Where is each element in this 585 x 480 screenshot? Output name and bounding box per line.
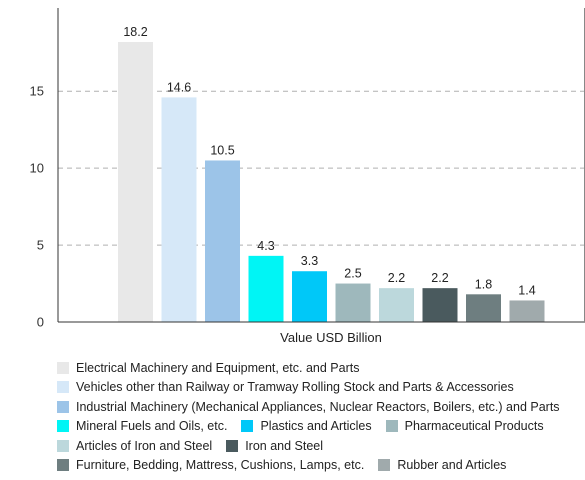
legend-label: Vehicles other than Railway or Tramway R… (76, 380, 514, 395)
legend-label: Plastics and Articles (260, 419, 372, 434)
legend-swatch (57, 400, 69, 413)
bar[interactable] (292, 271, 327, 322)
legend-swatch (57, 420, 69, 433)
bar[interactable] (161, 97, 197, 322)
legend-label: Mineral Fuels and Oils, etc. (76, 419, 228, 434)
legend: Electrical Machinery and Equipment, etc.… (57, 358, 577, 475)
legend-row: Vehicles other than Railway or Tramway R… (57, 378, 577, 398)
data-label: 1.8 (475, 277, 492, 291)
grid-layer (58, 90, 585, 246)
data-label: 2.2 (388, 271, 405, 285)
y-tick-label: 10 (30, 161, 44, 176)
legend-row: Articles of Iron and Steel Iron and Steel (57, 436, 577, 456)
legend-swatch (378, 459, 391, 472)
bar-layer (118, 42, 545, 322)
legend-item[interactable]: Mineral Fuels and Oils, etc. (57, 419, 227, 433)
legend-item[interactable]: Rubber and Articles (378, 458, 506, 472)
bar[interactable] (509, 300, 545, 322)
legend-row: Industrial Machinery (Mechanical Applian… (57, 397, 577, 417)
legend-label: Industrial Machinery (Mechanical Applian… (76, 399, 560, 414)
legend-label: Iron and Steel (245, 438, 324, 453)
legend-label: Pharmaceutical Products (404, 419, 544, 434)
legend-swatch (385, 420, 398, 433)
x-axis-title: Value USD Billion (280, 330, 382, 345)
bar[interactable] (248, 255, 284, 322)
legend-swatch (57, 361, 69, 374)
data-label: 18.2 (123, 25, 147, 39)
legend-row: Mineral Fuels and Oils, etc. Plastics and… (57, 417, 577, 437)
legend-label: Electrical Machinery and Equipment, etc.… (76, 360, 360, 375)
legend-swatch (226, 439, 239, 452)
data-label: 3.3 (301, 254, 318, 268)
legend-item[interactable]: Electrical Machinery and Equipment, etc.… (57, 361, 359, 375)
label-layer: 0 5 10 15 18.2 14.6 10.5 4.3 3.3 2.5 2.2 2.2 1.8 1.4 (30, 25, 536, 330)
legend-row: Furniture, Bedding, Mattress, Cushions, … (57, 456, 577, 476)
data-label: 2.5 (344, 267, 361, 281)
legend-item[interactable]: Articles of Iron and Steel (57, 439, 212, 453)
legend-item[interactable]: Furniture, Bedding, Mattress, Cushions, … (57, 458, 364, 472)
bar[interactable] (335, 283, 371, 322)
legend-swatch (57, 381, 69, 394)
data-label: 10.5 (210, 143, 234, 157)
bar[interactable] (466, 294, 501, 322)
legend-item[interactable]: Vehicles other than Railway or Tramway R… (57, 380, 514, 394)
data-label: 2.2 (431, 271, 448, 285)
legend-swatch (57, 459, 69, 472)
bar[interactable] (205, 160, 240, 322)
legend-row: Electrical Machinery and Equipment, etc.… (57, 358, 577, 378)
legend-label: Furniture, Bedding, Mattress, Cushions, … (76, 458, 365, 473)
bar[interactable] (379, 288, 414, 322)
data-label: 1.4 (518, 283, 535, 297)
legend-swatch (241, 420, 254, 433)
legend-label: Articles of Iron and Steel (76, 438, 213, 453)
data-label: 14.6 (167, 80, 191, 94)
bar[interactable] (118, 42, 153, 322)
legend-swatch (57, 439, 69, 452)
legend-item[interactable]: Industrial Machinery (Mechanical Applian… (57, 400, 560, 414)
y-tick-label: 5 (37, 238, 44, 253)
legend-item[interactable]: Plastics and Articles (241, 419, 372, 434)
y-tick-label: 0 (37, 315, 44, 330)
data-label: 4.3 (257, 239, 274, 253)
legend-item[interactable]: Iron and Steel (226, 439, 323, 453)
bar[interactable] (422, 288, 458, 322)
legend-item[interactable]: Pharmaceutical Products (385, 419, 544, 434)
legend-label: Rubber and Articles (397, 458, 507, 473)
y-tick-label: 15 (30, 84, 44, 99)
